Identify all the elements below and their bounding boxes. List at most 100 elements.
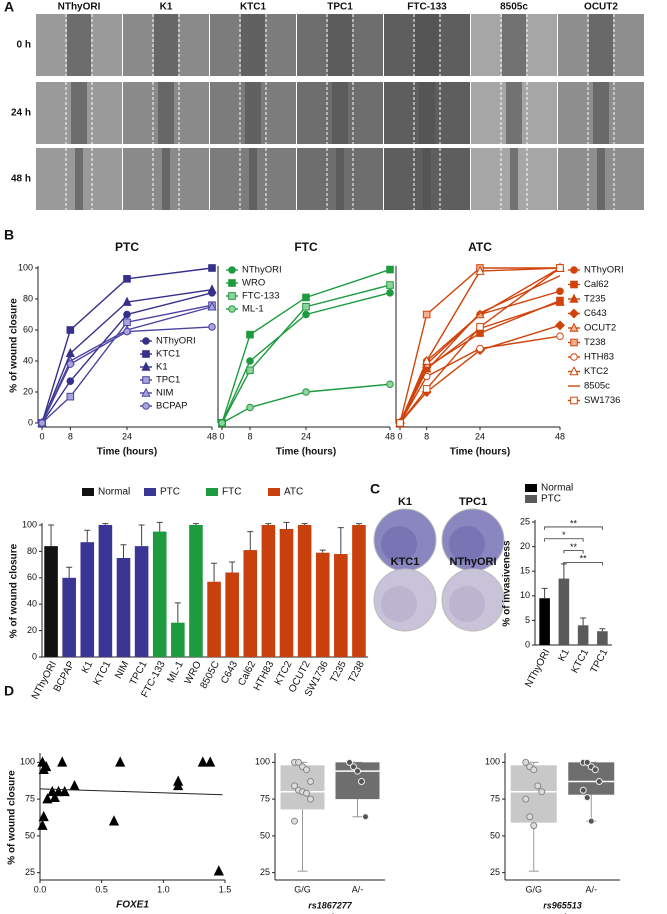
invasion-texture xyxy=(381,586,417,622)
marker xyxy=(246,403,254,412)
marker xyxy=(422,385,431,393)
bar xyxy=(152,531,167,657)
y-axis-label: % of invasiveness xyxy=(502,540,513,627)
data-point xyxy=(530,822,538,830)
marker xyxy=(108,815,120,826)
x-tick-label: 24 xyxy=(122,431,132,441)
error-bar xyxy=(283,521,290,529)
y-tick-label: 0 xyxy=(28,417,33,427)
x-axis-label: Time (hours) xyxy=(450,447,510,458)
marker xyxy=(570,266,578,274)
data-point xyxy=(587,817,595,825)
wound-gap xyxy=(154,14,178,76)
x-tick-label: NThyORI xyxy=(30,659,59,701)
marker xyxy=(123,310,131,319)
marker xyxy=(208,323,216,331)
marker xyxy=(142,376,150,384)
data-point xyxy=(350,763,357,771)
wound-gap xyxy=(419,82,435,144)
marker xyxy=(207,301,217,311)
x-tick-label: 24 xyxy=(475,431,485,441)
series-line xyxy=(221,284,391,424)
bar xyxy=(315,552,330,657)
bar xyxy=(116,558,131,657)
wound-gap xyxy=(510,148,518,210)
x-tick-label: K1 xyxy=(556,647,572,663)
wound-gap xyxy=(249,148,257,210)
y-tick-label: 100 xyxy=(255,757,270,767)
wound-gap xyxy=(158,82,174,144)
panel-label: C xyxy=(370,481,380,497)
wound-gap xyxy=(589,14,613,76)
x-tick-label: 0 xyxy=(39,431,44,441)
bar xyxy=(297,525,312,657)
marker xyxy=(228,292,236,300)
series-line xyxy=(41,267,213,424)
significance-bracket xyxy=(544,526,603,530)
marker xyxy=(246,357,254,365)
y-tick-label: 60 xyxy=(27,572,37,582)
marker xyxy=(142,402,150,410)
wound-gap xyxy=(423,148,431,210)
error-bar xyxy=(211,562,218,582)
y-tick-label: 5 xyxy=(525,615,530,625)
wound-gap xyxy=(502,14,526,76)
x-tick-label: TPC1 xyxy=(589,647,611,675)
error-bar xyxy=(120,544,127,558)
data-point xyxy=(307,795,314,803)
y-tick-label: 100 xyxy=(20,757,35,767)
legend-label: BCPAP xyxy=(156,401,188,412)
bar xyxy=(62,577,76,657)
data-point xyxy=(526,813,534,821)
column-label: FTC-133 xyxy=(407,2,447,13)
marker xyxy=(41,760,52,772)
box xyxy=(510,765,557,823)
error-bar xyxy=(102,523,109,525)
marker xyxy=(57,756,68,767)
data-point xyxy=(522,795,530,803)
panel-label: B xyxy=(4,227,14,243)
invasion-texture xyxy=(449,526,485,562)
legend-label: PTC xyxy=(160,487,180,498)
x-tick-label: 0 xyxy=(219,431,224,441)
legend-label: TPC1 xyxy=(156,375,180,386)
marker xyxy=(570,353,578,361)
y-tick-label: 100 xyxy=(22,519,37,529)
column-label: K1 xyxy=(160,2,173,13)
legend-label: OCUT2 xyxy=(584,323,616,334)
wound-gap xyxy=(162,148,170,210)
series-line xyxy=(221,383,391,424)
box xyxy=(280,765,325,810)
data-point xyxy=(354,767,361,775)
error-bar xyxy=(174,602,181,623)
y-tick-label: 25 xyxy=(25,867,35,877)
wound-gap xyxy=(67,14,91,76)
wound-gap xyxy=(328,14,352,76)
bar xyxy=(80,542,95,657)
legend-label: WRO xyxy=(242,278,265,289)
marker xyxy=(556,264,564,272)
marker xyxy=(570,396,578,405)
marker xyxy=(569,322,579,332)
marker xyxy=(37,819,48,830)
marker xyxy=(386,265,394,274)
bar xyxy=(352,525,366,657)
error-bar xyxy=(541,587,548,599)
bar xyxy=(539,598,550,645)
marker xyxy=(213,865,224,876)
y-tick-label: 20 xyxy=(520,541,530,551)
data-point xyxy=(579,786,587,794)
marker xyxy=(302,302,310,311)
marker xyxy=(122,296,132,306)
bar xyxy=(334,554,348,657)
wound-gap xyxy=(245,82,261,144)
marker xyxy=(66,392,75,401)
y-tick-label: 80 xyxy=(27,546,37,556)
bar xyxy=(171,622,185,657)
y-axis-label: % of wound closure xyxy=(9,543,20,638)
data-point xyxy=(295,758,302,766)
x-tick-label: NIM xyxy=(113,659,131,680)
marker xyxy=(570,280,578,289)
marker xyxy=(207,284,217,294)
data-point xyxy=(291,782,298,790)
